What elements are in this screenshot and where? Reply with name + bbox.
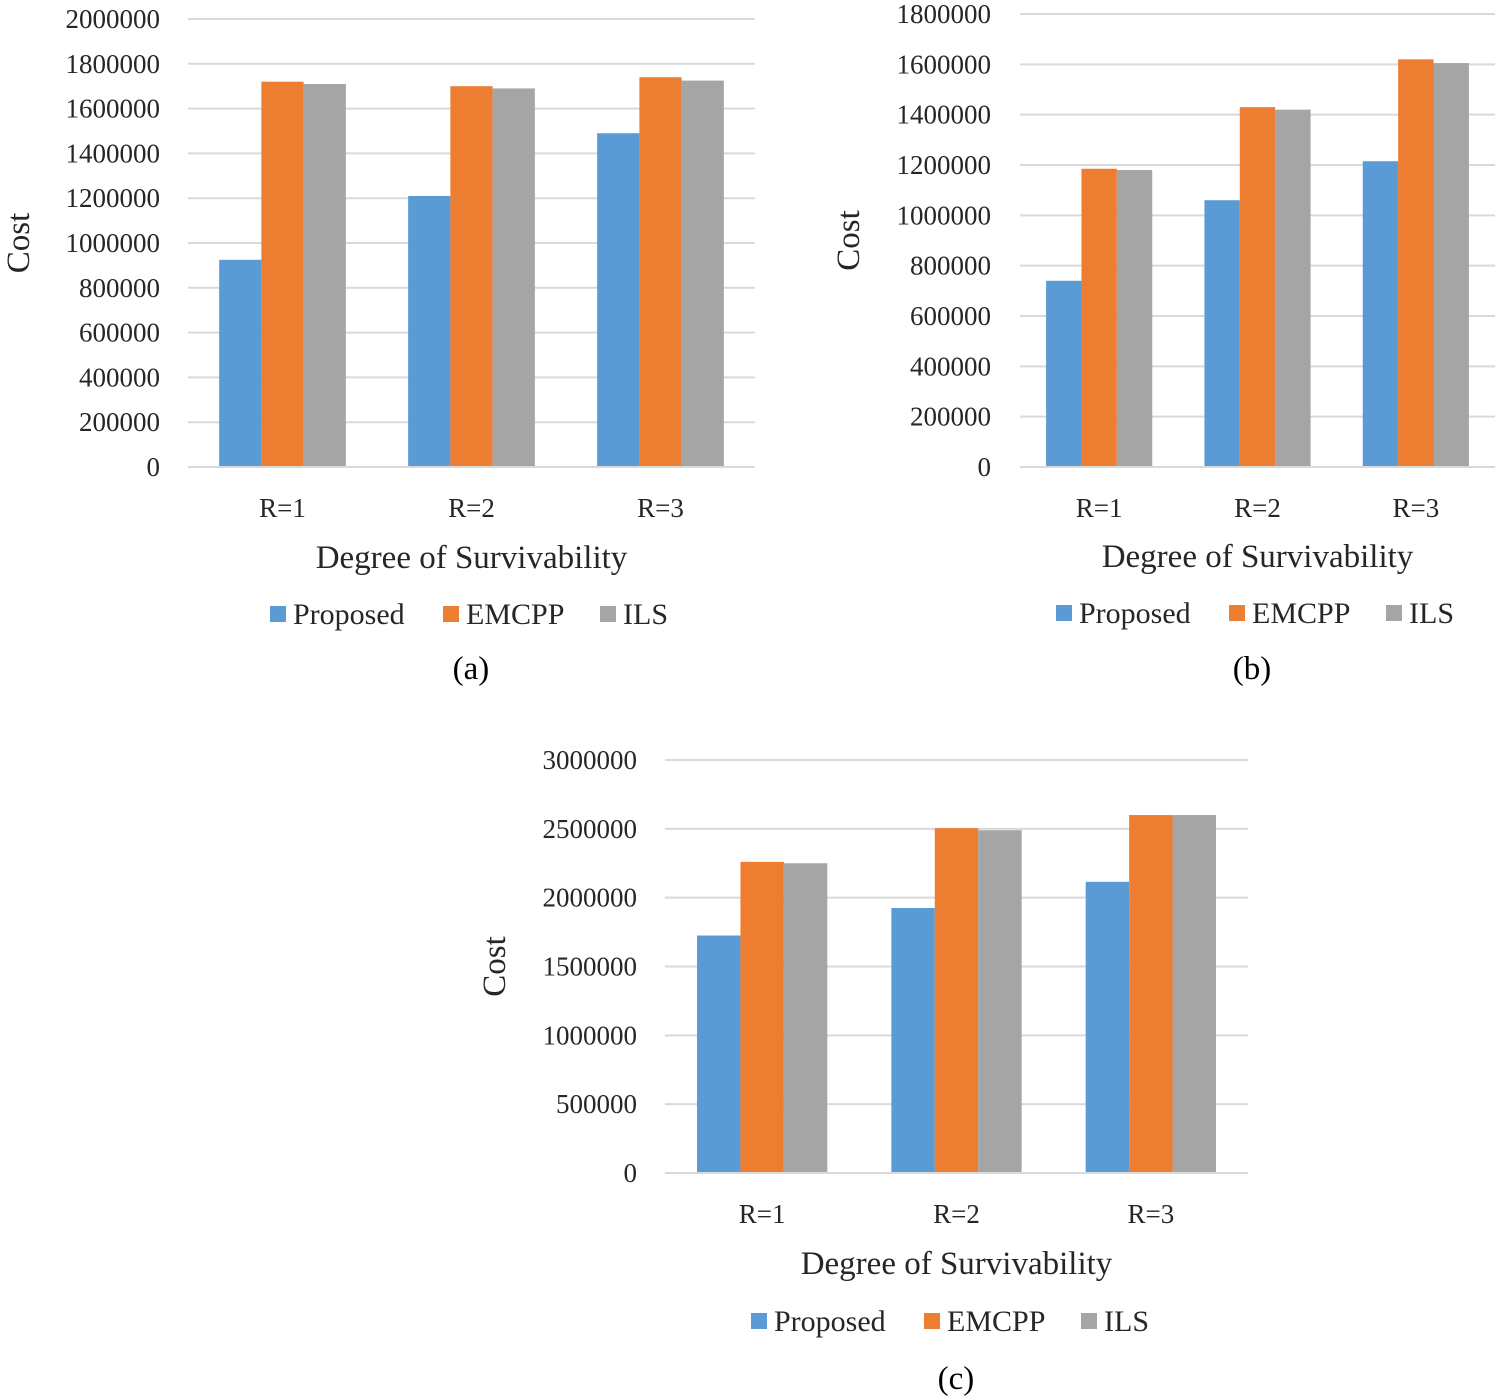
y-tick-label: 1000000 xyxy=(66,228,161,258)
legend-swatch-emcpp xyxy=(924,1313,940,1329)
bar-proposed-r2 xyxy=(408,195,451,467)
x-category-label: R=3 xyxy=(1127,1199,1174,1229)
legend-label-emcpp: EMCPP xyxy=(1252,597,1350,630)
legend-swatch-proposed xyxy=(751,1313,767,1329)
legend-label-proposed: Proposed xyxy=(293,598,405,631)
y-tick-label: 1600000 xyxy=(897,49,992,79)
bar-emcpp-r2 xyxy=(934,828,979,1173)
bar-ils-r3 xyxy=(681,80,724,467)
figure-caption: (a) xyxy=(453,651,490,687)
bar-ils-r2 xyxy=(1275,109,1311,467)
y-tick-label: 200000 xyxy=(79,407,160,437)
y-tick-label: 0 xyxy=(978,452,992,482)
y-tick-label: 0 xyxy=(624,1158,638,1188)
chart-a: 0 200000 400000 600000 800000 1000000 1200000 1… xyxy=(1,4,755,687)
bar-proposed-r2 xyxy=(891,907,935,1173)
legend-swatch-proposed xyxy=(1056,605,1072,621)
bar-emcpp-r1 xyxy=(261,81,304,467)
x-category-label: R=2 xyxy=(448,493,495,523)
chart-c: 0 500000 1000000 1500000 2000000 2500000 30000… xyxy=(477,745,1248,1397)
legend-label-ils: ILS xyxy=(1104,1305,1149,1338)
y-tick-label: 1000000 xyxy=(543,1020,638,1050)
bar-ils-r1 xyxy=(1116,170,1153,468)
x-category-label: R=2 xyxy=(1234,493,1281,523)
y-tick-label: 1000000 xyxy=(897,200,992,230)
figure-caption: (c) xyxy=(938,1361,975,1397)
figure-caption: (b) xyxy=(1233,651,1271,687)
x-category-label: R=1 xyxy=(259,493,306,523)
x-axis-title: Degree of Survivability xyxy=(1102,539,1414,575)
bar-ils-r3 xyxy=(1172,815,1216,1173)
y-tick-label: 1200000 xyxy=(66,183,161,213)
y-tick-label: 200000 xyxy=(910,402,991,432)
x-category-label: R=3 xyxy=(1392,493,1439,523)
y-tick-label: 1200000 xyxy=(897,150,992,180)
bar-emcpp-r3 xyxy=(639,77,682,468)
bar-emcpp-r3 xyxy=(1129,815,1173,1173)
bar-ils-r1 xyxy=(783,863,828,1173)
legend-label-ils: ILS xyxy=(1409,597,1454,630)
bar-emcpp-r2 xyxy=(1239,107,1276,467)
y-tick-label: 1800000 xyxy=(897,0,992,29)
x-category-label: R=1 xyxy=(1076,493,1123,523)
y-tick-label: 1800000 xyxy=(66,49,161,79)
bar-emcpp-r1 xyxy=(740,861,784,1173)
x-category-label: R=3 xyxy=(637,493,684,523)
y-tick-label: 1400000 xyxy=(897,100,992,130)
y-tick-label: 800000 xyxy=(910,251,991,281)
y-tick-label: 400000 xyxy=(910,351,991,381)
y-tick-label: 1500000 xyxy=(543,952,638,982)
bar-proposed-r3 xyxy=(597,133,640,468)
legend-label-proposed: Proposed xyxy=(774,1305,886,1338)
legend-label-emcpp: EMCPP xyxy=(466,598,564,631)
y-tick-label: 800000 xyxy=(79,273,160,303)
bar-proposed-r3 xyxy=(1085,881,1130,1173)
y-tick-label: 2500000 xyxy=(543,814,638,844)
bar-emcpp-r1 xyxy=(1081,168,1117,467)
legend-swatch-emcpp xyxy=(443,606,459,622)
x-category-label: R=1 xyxy=(739,1199,786,1229)
y-tick-label: 400000 xyxy=(79,362,160,392)
x-axis-title: Degree of Survivability xyxy=(316,540,628,576)
y-axis-title: Cost xyxy=(1,213,37,274)
x-axis-title: Degree of Survivability xyxy=(801,1246,1113,1282)
x-category-label: R=2 xyxy=(933,1199,980,1229)
y-tick-label: 2000000 xyxy=(66,4,161,34)
y-tick-label: 1600000 xyxy=(66,94,161,124)
legend-swatch-proposed xyxy=(270,606,286,622)
bar-ils-r3 xyxy=(1433,63,1469,467)
bar-ils-r2 xyxy=(978,830,1022,1173)
bar-proposed-r1 xyxy=(697,935,741,1173)
legend-swatch-ils xyxy=(1386,605,1402,621)
y-axis-title: Cost xyxy=(477,936,513,997)
legend-label-emcpp: EMCPP xyxy=(947,1305,1045,1338)
legend-swatch-ils xyxy=(600,606,616,622)
legend-swatch-emcpp xyxy=(1229,605,1245,621)
bar-ils-r1 xyxy=(303,83,346,468)
bar-emcpp-r3 xyxy=(1398,59,1434,468)
bar-proposed-r3 xyxy=(1362,161,1399,467)
y-tick-label: 1400000 xyxy=(66,138,161,168)
bar-ils-r2 xyxy=(492,88,535,467)
y-tick-label: 600000 xyxy=(79,318,160,348)
bar-proposed-r2 xyxy=(1204,200,1240,467)
legend-label-ils: ILS xyxy=(623,598,668,631)
y-axis-title: Cost xyxy=(831,210,867,271)
bar-proposed-r1 xyxy=(1046,280,1082,467)
y-tick-label: 2000000 xyxy=(543,883,638,913)
y-tick-label: 3000000 xyxy=(543,745,638,775)
legend-label-proposed: Proposed xyxy=(1079,597,1191,630)
y-tick-label: 500000 xyxy=(556,1089,637,1119)
bar-proposed-r1 xyxy=(219,259,262,467)
legend-swatch-ils xyxy=(1081,1313,1097,1329)
y-tick-label: 600000 xyxy=(910,301,991,331)
bar-emcpp-r2 xyxy=(450,86,493,467)
y-tick-label: 0 xyxy=(147,452,161,482)
chart-b: 0 200000 400000 600000 800000 1000000 1200000 1… xyxy=(831,0,1495,687)
